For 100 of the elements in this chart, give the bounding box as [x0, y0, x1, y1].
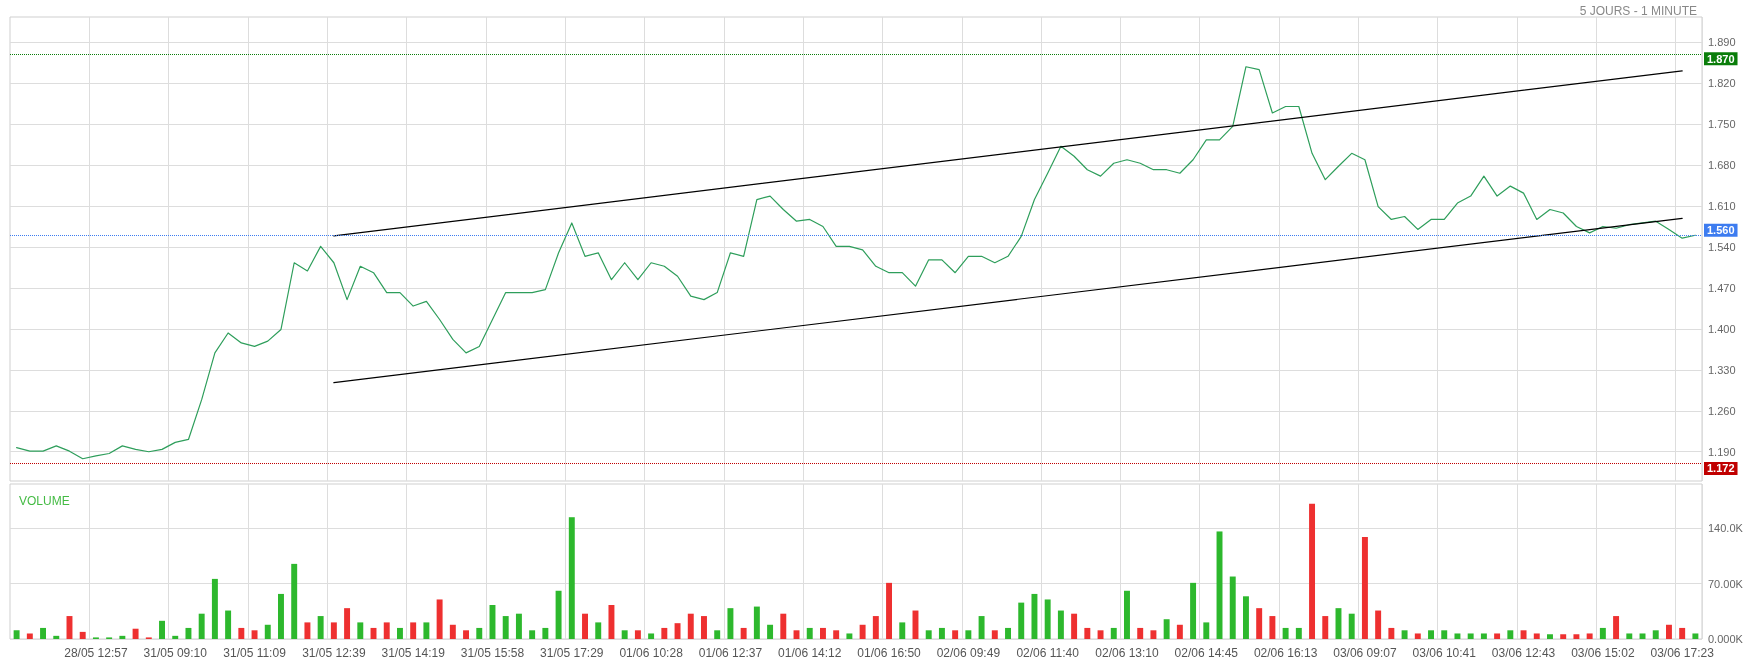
bar — [965, 630, 972, 639]
bar — [357, 622, 364, 639]
bar — [211, 578, 218, 639]
bar — [1613, 616, 1620, 639]
bar — [568, 517, 575, 639]
y-tick-label: 70.00K — [1708, 577, 1744, 590]
bar — [621, 630, 628, 639]
bar — [1639, 633, 1646, 639]
bar — [1203, 622, 1210, 639]
bar — [1560, 634, 1567, 639]
bar — [1084, 627, 1091, 639]
ref-line-label: 1.870 — [1707, 52, 1735, 65]
bar — [1573, 634, 1580, 639]
bar — [1547, 634, 1553, 639]
x-tick-label: 01/06 14:12 — [778, 646, 842, 660]
bar — [225, 610, 232, 639]
bar — [330, 622, 337, 639]
bar — [1665, 624, 1672, 639]
bar — [26, 633, 33, 639]
y-tick-label: 1.820 — [1708, 77, 1736, 90]
bar — [1137, 627, 1144, 639]
bar — [40, 627, 47, 639]
bar — [687, 613, 694, 639]
x-tick-label: 01/06 16:50 — [857, 646, 922, 660]
y-tick-label: 1.540 — [1708, 240, 1736, 253]
bar — [833, 630, 840, 639]
bar — [1348, 613, 1355, 639]
bar — [1097, 630, 1104, 639]
bar — [555, 590, 562, 639]
bar — [846, 633, 853, 639]
x-tick-label: 01/06 10:28 — [619, 646, 684, 660]
x-tick-label: 02/06 16:13 — [1253, 646, 1318, 660]
bar — [132, 628, 139, 639]
bar — [1150, 630, 1157, 639]
bar — [1520, 630, 1527, 639]
bar — [476, 627, 483, 639]
bar — [463, 630, 470, 639]
y-tick-label: 1.190 — [1708, 445, 1736, 458]
y-tick-label: 1.890 — [1708, 36, 1736, 49]
bar — [1652, 630, 1659, 639]
bar — [1480, 633, 1487, 639]
bar — [1057, 610, 1064, 639]
bar — [1441, 630, 1448, 639]
bar — [1599, 627, 1606, 639]
bar — [1361, 536, 1368, 639]
bar — [899, 622, 906, 639]
bar — [1176, 624, 1183, 639]
y-tick-label: 1.330 — [1708, 363, 1736, 376]
bar — [502, 616, 509, 639]
bar — [383, 622, 390, 639]
bar — [661, 627, 668, 639]
bar — [648, 633, 655, 639]
x-tick-label: 03/06 15:02 — [1571, 646, 1635, 660]
bar — [1679, 627, 1686, 639]
bar — [1586, 633, 1593, 639]
bar — [1295, 627, 1302, 639]
chart-subtitle: 5 JOURS - 1 MINUTE — [1579, 4, 1698, 18]
bar — [1414, 633, 1421, 639]
bar — [1388, 627, 1395, 639]
bar — [542, 627, 549, 639]
bar — [1454, 633, 1461, 639]
bar — [291, 563, 298, 639]
bar — [582, 613, 588, 639]
x-tick-label: 31/05 09:10 — [143, 646, 208, 660]
bar — [1110, 627, 1117, 639]
bar — [727, 608, 734, 639]
bar — [198, 613, 205, 639]
bar — [317, 616, 324, 639]
bar — [819, 627, 826, 639]
y-tick-label: 1.750 — [1708, 118, 1736, 131]
y-tick-label: 1.260 — [1708, 404, 1736, 417]
bar — [952, 630, 959, 639]
bar — [1467, 633, 1474, 639]
bar — [1322, 616, 1329, 639]
bar — [1005, 627, 1011, 639]
x-tick-label: 02/06 11:40 — [1016, 646, 1080, 660]
bar — [1242, 596, 1249, 639]
bar — [1428, 630, 1434, 639]
bar — [1507, 630, 1514, 639]
y-tick-label: 1.400 — [1708, 322, 1736, 335]
bar — [1375, 610, 1382, 639]
bar — [1282, 627, 1289, 639]
bar — [304, 622, 311, 639]
bar — [740, 627, 747, 639]
x-tick-label: 03/06 10:41 — [1412, 646, 1477, 660]
bar — [53, 635, 60, 639]
bar — [1401, 630, 1408, 639]
bar — [925, 630, 932, 639]
bar — [1124, 590, 1130, 639]
bar — [436, 599, 443, 639]
bar — [859, 624, 866, 639]
bar — [806, 627, 813, 639]
x-tick-label: 03/06 17:23 — [1650, 646, 1715, 660]
bar — [529, 630, 536, 639]
bar — [79, 631, 86, 639]
bar — [886, 582, 893, 639]
bar — [278, 593, 284, 639]
bar — [1692, 633, 1699, 639]
x-tick-label: 03/06 12:43 — [1491, 646, 1556, 660]
bar — [1031, 593, 1038, 639]
